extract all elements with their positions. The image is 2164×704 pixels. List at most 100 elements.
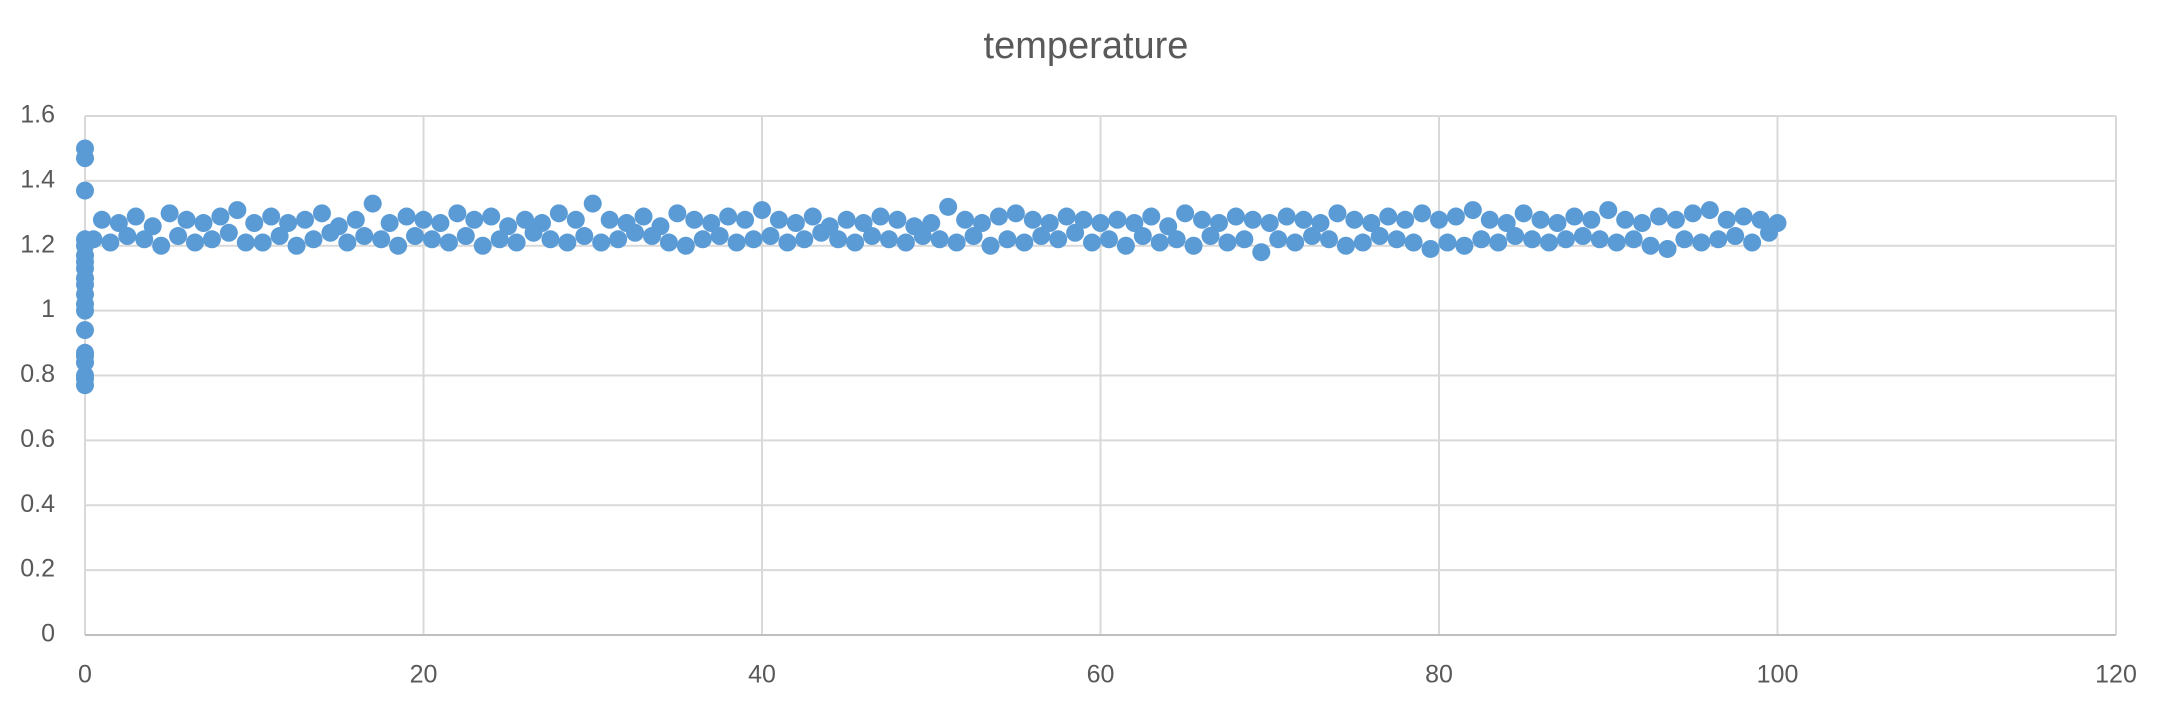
point <box>1083 233 1102 252</box>
point <box>1666 210 1685 229</box>
point <box>1286 233 1305 252</box>
point <box>719 207 738 226</box>
point <box>930 230 949 249</box>
point <box>465 210 484 229</box>
point <box>1176 204 1195 223</box>
point <box>1692 233 1711 252</box>
point <box>702 214 721 233</box>
point <box>490 230 509 249</box>
point <box>896 233 915 252</box>
point <box>118 227 137 246</box>
point <box>76 366 94 385</box>
point <box>1108 210 1127 229</box>
point <box>922 214 941 233</box>
point <box>1032 227 1051 246</box>
point <box>84 230 103 249</box>
point <box>406 227 425 246</box>
point <box>1303 227 1322 246</box>
point <box>1717 210 1736 229</box>
point <box>1641 236 1660 255</box>
point <box>888 210 907 229</box>
point <box>92 210 111 229</box>
point <box>710 227 729 246</box>
point <box>1768 214 1787 233</box>
point <box>202 230 221 249</box>
point <box>1675 230 1694 249</box>
y-tick-label: 0.4 <box>20 490 55 518</box>
point <box>76 181 94 200</box>
point <box>1548 214 1567 233</box>
point <box>160 204 179 223</box>
point <box>1404 233 1423 252</box>
point <box>245 214 264 233</box>
point <box>973 214 992 233</box>
point <box>1091 214 1110 233</box>
y-tick-label: 1.2 <box>20 230 55 258</box>
point <box>998 230 1017 249</box>
point <box>346 210 365 229</box>
point <box>1362 214 1381 233</box>
point <box>1150 233 1169 252</box>
point <box>981 236 1000 255</box>
point <box>913 227 932 246</box>
point <box>736 210 755 229</box>
point <box>837 210 856 229</box>
point <box>482 207 501 226</box>
point <box>1472 230 1491 249</box>
point <box>1540 233 1559 252</box>
point <box>312 204 331 223</box>
point <box>1370 227 1389 246</box>
y-tick-label: 1.6 <box>20 101 55 129</box>
point <box>516 210 535 229</box>
x-tick-label: 120 <box>2095 661 2137 689</box>
point <box>194 214 213 233</box>
point <box>1133 227 1152 246</box>
point <box>1531 210 1550 229</box>
point <box>1218 233 1237 252</box>
point <box>1607 233 1626 252</box>
point <box>1734 207 1753 226</box>
point <box>1243 210 1262 229</box>
point <box>778 233 797 252</box>
point <box>1379 207 1398 226</box>
x-tick-label: 20 <box>410 661 438 689</box>
point <box>1201 227 1220 246</box>
point <box>126 207 145 226</box>
point <box>600 210 619 229</box>
point <box>1023 210 1042 229</box>
point <box>685 210 704 229</box>
point <box>1193 210 1212 229</box>
point <box>1683 204 1702 223</box>
point <box>1430 210 1448 229</box>
point <box>1057 207 1076 226</box>
point <box>820 217 839 236</box>
point <box>456 227 475 246</box>
point <box>1074 210 1093 229</box>
point <box>439 233 458 252</box>
point <box>1328 204 1347 223</box>
point <box>422 230 441 249</box>
point <box>1413 204 1432 223</box>
point <box>879 230 898 249</box>
point <box>846 233 865 252</box>
y-tick-label: 0.6 <box>20 425 55 453</box>
point <box>76 343 94 362</box>
point <box>1209 214 1228 233</box>
point <box>566 210 585 229</box>
point <box>1523 230 1542 249</box>
point <box>1599 201 1618 220</box>
x-tick-label: 80 <box>1425 661 1453 689</box>
point <box>1463 201 1482 220</box>
point <box>279 214 298 233</box>
point <box>1582 210 1601 229</box>
point <box>186 233 205 252</box>
point <box>803 207 822 226</box>
point <box>1556 230 1575 249</box>
y-tick-label: 1.4 <box>20 165 55 193</box>
x-tick-label: 40 <box>748 661 776 689</box>
point <box>1489 233 1508 252</box>
point <box>296 210 315 229</box>
point <box>1066 223 1085 242</box>
point <box>1311 214 1330 233</box>
